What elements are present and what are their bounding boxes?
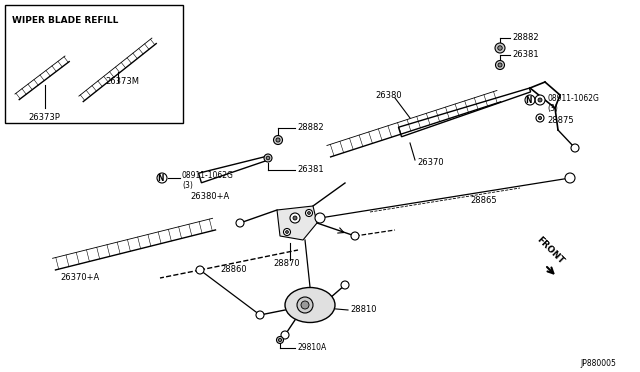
Ellipse shape	[285, 288, 335, 323]
Circle shape	[315, 213, 325, 223]
Circle shape	[308, 212, 310, 214]
Circle shape	[266, 156, 270, 160]
Text: 28860: 28860	[220, 266, 246, 275]
Circle shape	[535, 95, 545, 105]
Circle shape	[495, 43, 505, 53]
Text: 28882: 28882	[512, 32, 539, 42]
Text: 26373M: 26373M	[105, 77, 139, 86]
Circle shape	[565, 173, 575, 183]
Text: 26370: 26370	[417, 157, 444, 167]
Circle shape	[305, 209, 312, 217]
Text: 08911-1062G: 08911-1062G	[547, 93, 599, 103]
Text: FRONT: FRONT	[535, 235, 566, 266]
Text: 28810: 28810	[350, 305, 376, 314]
Text: 28865: 28865	[470, 196, 497, 205]
Circle shape	[301, 301, 309, 309]
Text: 26381: 26381	[297, 164, 324, 173]
Circle shape	[538, 98, 542, 102]
Circle shape	[278, 339, 282, 341]
Circle shape	[290, 213, 300, 223]
Circle shape	[498, 46, 502, 50]
Text: 26380+A: 26380+A	[190, 192, 229, 201]
Text: 28882: 28882	[297, 122, 324, 131]
Polygon shape	[198, 156, 269, 183]
Text: N: N	[157, 173, 163, 183]
Text: 26380: 26380	[375, 90, 402, 99]
Circle shape	[538, 116, 541, 120]
Circle shape	[276, 138, 280, 142]
Text: N: N	[525, 96, 531, 105]
Circle shape	[236, 219, 244, 227]
Circle shape	[498, 63, 502, 67]
Circle shape	[351, 232, 359, 240]
Circle shape	[297, 297, 313, 313]
Text: 28870: 28870	[273, 259, 300, 267]
Text: 29810A: 29810A	[297, 343, 326, 353]
Text: 28875: 28875	[547, 115, 573, 125]
Circle shape	[495, 61, 504, 70]
Circle shape	[571, 144, 579, 152]
Polygon shape	[277, 206, 317, 240]
Circle shape	[196, 266, 204, 274]
Circle shape	[276, 337, 284, 343]
Text: 08911-1062G: 08911-1062G	[182, 170, 234, 180]
Bar	[5, 5, 183, 123]
Text: 26373P: 26373P	[28, 113, 60, 122]
Text: (3): (3)	[182, 180, 193, 189]
Circle shape	[256, 311, 264, 319]
Circle shape	[536, 114, 544, 122]
Text: WIPER BLADE REFILL: WIPER BLADE REFILL	[12, 16, 118, 25]
Polygon shape	[399, 88, 531, 137]
Text: 26370+A: 26370+A	[60, 273, 99, 282]
Circle shape	[281, 331, 289, 339]
Circle shape	[264, 154, 272, 162]
Circle shape	[293, 216, 297, 220]
Text: (3): (3)	[547, 103, 558, 112]
Circle shape	[273, 135, 282, 144]
Circle shape	[285, 231, 289, 233]
Text: 26381: 26381	[512, 49, 539, 58]
Circle shape	[284, 228, 291, 235]
Circle shape	[341, 281, 349, 289]
Text: JP880005: JP880005	[580, 359, 616, 368]
